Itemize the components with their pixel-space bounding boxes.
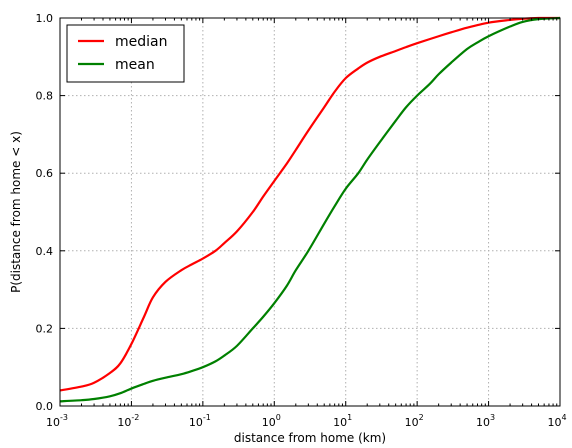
y-tick-label: 1.0	[36, 12, 54, 25]
y-tick-label: 0.2	[36, 322, 54, 335]
y-axis-title: P(distance from home < x)	[9, 131, 23, 293]
y-tick-label: 0.0	[36, 400, 54, 413]
y-tick-label: 0.6	[36, 167, 54, 180]
plot-frame	[59, 17, 561, 407]
x-axis-title: distance from home (km)	[234, 431, 386, 445]
x-tick-label: 100	[262, 413, 281, 429]
series-line-mean	[59, 16, 561, 403]
x-tick-label: 102	[405, 413, 424, 429]
x-tick-label: 10-1	[189, 413, 211, 429]
x-tick-label: 10-3	[46, 413, 68, 429]
x-tick-label: 103	[476, 413, 495, 429]
legend-box	[66, 24, 185, 83]
legend: median mean	[66, 24, 185, 83]
x-tick-label: 104	[547, 413, 566, 429]
y-tick-label: 0.8	[36, 90, 54, 103]
x-tick-label: 10-2	[117, 413, 139, 429]
x-tick-label: 101	[333, 413, 352, 429]
series-line-median	[59, 16, 561, 392]
y-tick-labels: 0.0 0.2 0.4 0.6 0.8 1.0	[36, 12, 54, 413]
legend-label-mean: mean	[115, 57, 155, 73]
legend-label-median: median	[115, 34, 167, 50]
series-layer	[59, 16, 561, 403]
tick-layer	[59, 17, 561, 407]
x-tick-labels: 10-3 10-2 10-1 100 101 102 103 104	[46, 413, 567, 429]
y-tick-label: 0.4	[36, 245, 54, 258]
